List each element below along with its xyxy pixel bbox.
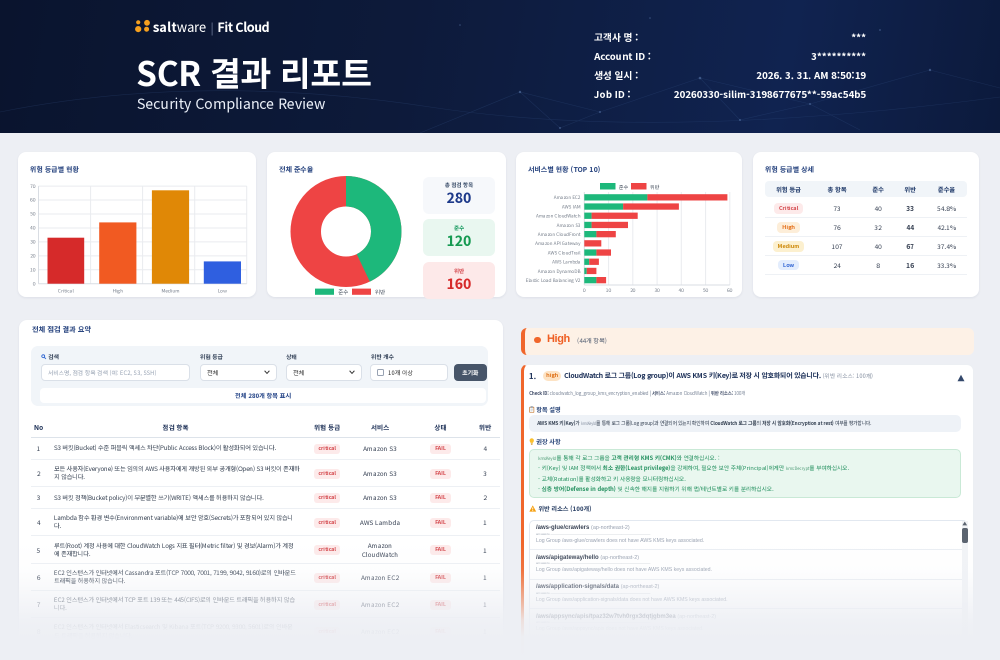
svg-text:30: 30 [29, 239, 36, 246]
svg-text:Amazon S3: Amazon S3 [557, 223, 581, 229]
svg-text:40: 40 [30, 225, 36, 232]
svg-text:준수: 준수 [619, 184, 629, 191]
svg-text:Amazon EC2: Amazon EC2 [554, 195, 581, 201]
svg-text:50: 50 [30, 211, 36, 218]
svg-text:위반: 위반 [375, 288, 386, 296]
svg-text:위반: 위반 [650, 184, 660, 191]
svg-text:AWS IAM: AWS IAM [562, 204, 581, 210]
svg-text:60: 60 [727, 287, 733, 294]
svg-text:AWS Lambda: AWS Lambda [552, 260, 581, 266]
svg-text:Elastic Load Balancing V2: Elastic Load Balancing V2 [526, 278, 581, 284]
svg-text:Amazon DynamoDB: Amazon DynamoDB [538, 269, 581, 275]
svg-text:준수: 준수 [338, 288, 348, 296]
svg-text:10: 10 [30, 267, 36, 274]
svg-text:0: 0 [583, 287, 586, 294]
svg-text:Amazon CloudWatch: Amazon CloudWatch [536, 214, 581, 220]
svg-text:30: 30 [653, 287, 660, 294]
svg-text:AWS CloudTrail: AWS CloudTrail [548, 250, 581, 256]
svg-text:Amazon CloudFront: Amazon CloudFront [538, 232, 581, 238]
svg-text:70: 70 [30, 183, 36, 190]
svg-text:20: 20 [30, 253, 36, 260]
svg-text:Medium: Medium [161, 288, 180, 295]
svg-text:10: 10 [606, 287, 612, 294]
svg-text:20: 20 [630, 287, 636, 294]
svg-text:Amazon API Gateway: Amazon API Gateway [535, 241, 581, 247]
svg-text:Critical: Critical [58, 288, 74, 295]
svg-text:60: 60 [30, 197, 36, 204]
svg-text:50: 50 [703, 287, 709, 294]
svg-text:High: High [113, 288, 124, 295]
svg-text:40: 40 [679, 287, 685, 294]
svg-text:Low: Low [218, 288, 227, 295]
svg-text:0: 0 [33, 280, 36, 287]
